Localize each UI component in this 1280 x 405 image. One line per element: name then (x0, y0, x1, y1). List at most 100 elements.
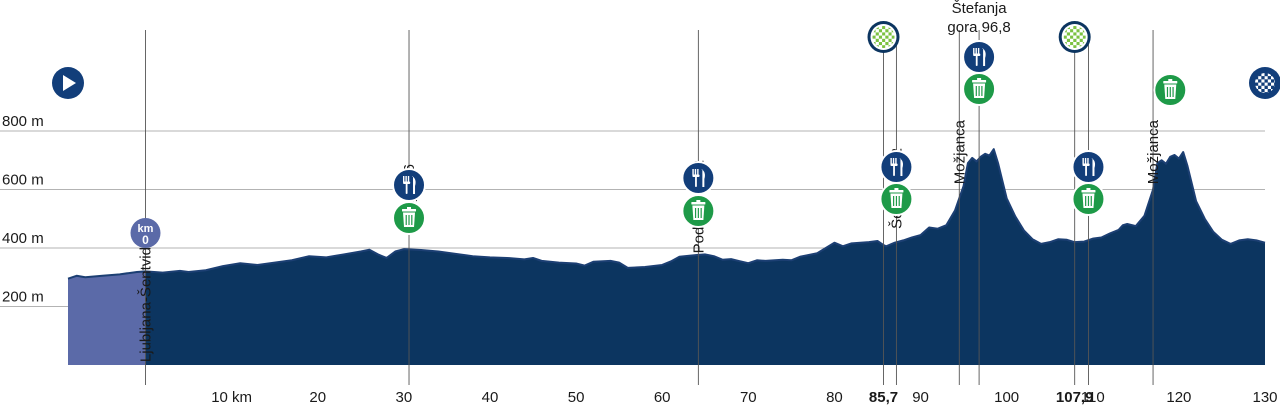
checker-pattern (1255, 73, 1275, 93)
knife (412, 176, 416, 194)
x-tick-label: 40 (482, 389, 499, 405)
fork-tine (694, 169, 697, 175)
feed-zone-icon (962, 40, 997, 74)
feed-icon-bg (1071, 150, 1106, 184)
waste-zone-icon (879, 182, 914, 216)
finish-flag-icon (1249, 67, 1280, 99)
fork-base (890, 163, 898, 166)
neutral-zone (68, 271, 146, 365)
bin-stripe (694, 208, 697, 218)
bin-stripe (895, 196, 898, 206)
play-triangle (63, 75, 76, 91)
bin-stripe (1087, 196, 1090, 206)
feed-icon-bg (681, 161, 716, 195)
fork-tine (975, 48, 977, 54)
knife (899, 158, 903, 176)
x-tick-label: 80 (826, 389, 843, 405)
profile-area (67, 148, 1266, 365)
x-tick-label: 100 (994, 389, 1019, 405)
bin-stripe (975, 86, 977, 96)
sprint-icon (867, 21, 900, 53)
fork-base (1082, 163, 1090, 166)
fork-tine (892, 158, 895, 164)
feed-zone-icon (879, 150, 914, 184)
bin-stripe (697, 208, 699, 218)
bin-handle (1168, 79, 1173, 82)
fork-handle (893, 165, 895, 176)
fork-base (403, 181, 411, 184)
bin-stripe (978, 86, 980, 96)
knife (1091, 158, 1096, 176)
fork-tine (895, 158, 897, 164)
bin-stripe (700, 208, 702, 218)
fork-tine (697, 169, 699, 175)
bin-stripe (411, 215, 413, 225)
fork-base (973, 53, 981, 56)
bin-stripe (898, 196, 900, 206)
feed-icon-bg (392, 168, 427, 202)
x-tick-label: 70 (740, 389, 757, 405)
fork-tine (1087, 158, 1089, 164)
bin-lid (1081, 190, 1096, 193)
waste-zone-icon (392, 201, 427, 235)
waste-zone-icon (681, 194, 716, 228)
sprint-icon (1058, 21, 1091, 53)
town-label: Možjanca (951, 119, 968, 184)
x-tick-label: 90 (912, 389, 929, 405)
route-profile (145, 149, 1265, 365)
bin-handle (696, 200, 701, 203)
fork-tine (977, 48, 980, 54)
x-tick-label: 50 (568, 389, 585, 405)
x-tick-label: 130 (1252, 389, 1277, 405)
km-icon-value: 0 (142, 233, 149, 247)
x-tick-label: 20 (309, 389, 326, 405)
waste-zone-icon (1153, 73, 1188, 107)
feed-zone-icon (392, 168, 427, 202)
x-tick-label: 120 (1166, 389, 1191, 405)
fork-tine (692, 169, 694, 175)
km-icon-bg (130, 218, 161, 248)
y-tick-label: 800 m (2, 113, 44, 130)
fork-handle (405, 183, 408, 194)
town-label: Ljubljana-Šentvid 0.0 (138, 222, 155, 362)
profile-outline (67, 148, 1266, 280)
feed-icon-bg (962, 40, 997, 74)
bin-stripe (893, 196, 895, 206)
bin-stripe (1169, 87, 1171, 97)
bin-stripe (981, 86, 983, 96)
fork-tine (973, 48, 975, 54)
bin-handle (407, 207, 412, 210)
bin-handle (977, 78, 982, 81)
fork-tine (890, 158, 892, 164)
town-label-line2: gora 96,8 (947, 19, 1010, 36)
km-icon-label: km (138, 223, 154, 235)
x-tick-label: 60 (654, 389, 671, 405)
y-axis-labels: 200 m 400 m 600 m 800 m (2, 113, 44, 306)
x-tick-label: 10 km (211, 389, 252, 405)
x-tick-label: 30 (396, 389, 413, 405)
bin-stripe (408, 215, 410, 225)
x-tick-label: 110 (1081, 389, 1105, 405)
feed-zone-icon (681, 161, 716, 195)
feed-zone-icon (1071, 150, 1106, 184)
fork-tine (403, 176, 405, 182)
y-tick-label: 600 m (2, 172, 44, 189)
bin-stripe (405, 215, 407, 225)
bin-handle (1086, 188, 1091, 191)
bin-lid (402, 209, 417, 212)
fork-handle (1085, 165, 1087, 176)
y-tick-label: 400 m (2, 230, 44, 247)
bin-lid (889, 190, 904, 193)
bin-lid (972, 80, 987, 83)
km-zero-icon: km0 (130, 218, 161, 248)
markers: km0 (52, 21, 1280, 248)
bin-stripe (1090, 196, 1092, 206)
knife (982, 48, 986, 66)
bin-stripe (1085, 196, 1087, 206)
fork-base (692, 174, 700, 177)
bin-stripe (1166, 87, 1169, 97)
start-flag-icon (52, 67, 84, 99)
checker-pattern (872, 26, 895, 48)
x-tick-label: 107,9 (1056, 389, 1094, 405)
